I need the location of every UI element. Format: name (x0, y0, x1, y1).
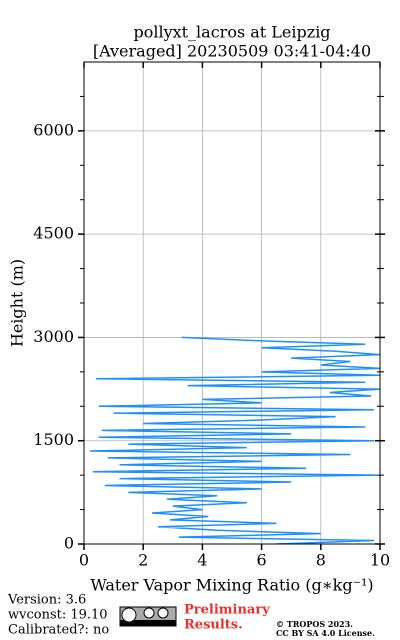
warning: Preliminary (184, 603, 270, 618)
plot-frame (83, 61, 381, 545)
warning: Results. (184, 618, 243, 633)
chart-subtitle: [Averaged] 20230509 03:41-04:40 (93, 42, 371, 61)
y-tick-label: 3000 (33, 327, 74, 346)
y-tick-label: 4500 (33, 224, 74, 243)
version: Version: 3.6 (7, 593, 86, 608)
x-tick-label: 0 (79, 551, 89, 570)
y-axis-label: Height (m) (8, 259, 27, 347)
chart-title: pollyxt_lacros at Leipzig (133, 23, 330, 42)
wvconst: wvconst: 19.10 (8, 608, 108, 623)
license-badge (119, 606, 177, 627)
y-tick-label: 0 (64, 534, 74, 553)
x-tick-label: 10 (370, 551, 390, 570)
x-axis-label: Water Vapor Mixing Ratio (g∗kg⁻¹) (90, 576, 373, 595)
y-tick-label: 6000 (33, 120, 74, 139)
x-tick-label: 4 (197, 551, 207, 570)
x-tick-label: 2 (138, 551, 148, 570)
y-tick-label: 1500 (33, 430, 74, 449)
copyright: © TROPOS 2023. (276, 619, 353, 629)
profile-line (89, 336, 380, 544)
copyright: CC BY SA 4.0 License. (276, 628, 375, 638)
x-tick-label: 8 (316, 551, 326, 570)
calibrated: Calibrated?: no (8, 623, 109, 638)
x-tick-label: 6 (257, 551, 267, 570)
